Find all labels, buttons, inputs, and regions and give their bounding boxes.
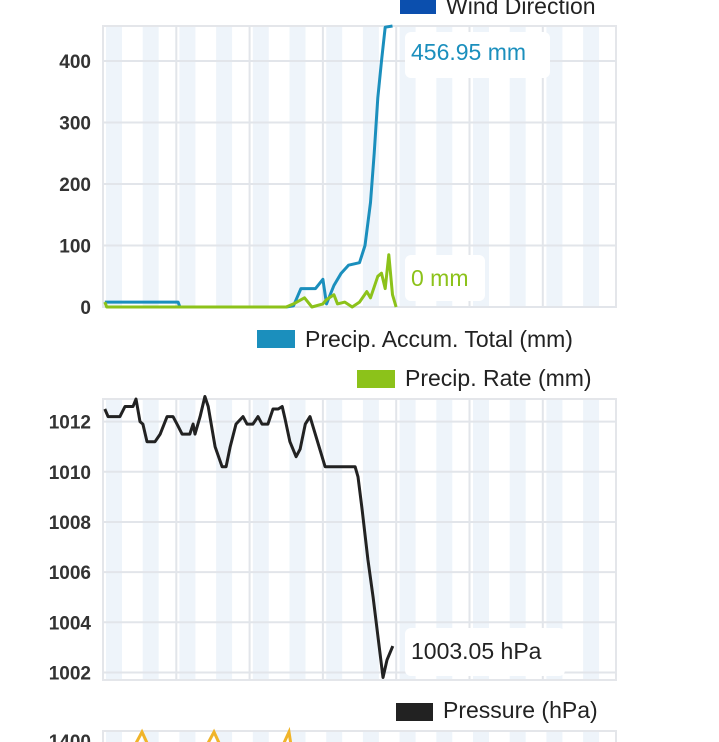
time-band [473,27,489,306]
time-band [326,732,343,742]
time-band [289,400,306,679]
time-band [216,732,233,742]
time-band [106,400,122,679]
y-tick-label: 1010 [49,463,91,484]
time-band [252,27,269,306]
rate-last-value: 0 mm [411,265,469,291]
legend-label-rate: Precip. Rate (mm) [405,365,592,391]
time-band [179,732,196,742]
time-band [252,732,269,742]
time-band [399,732,416,742]
time-band [179,27,196,306]
y-tick-label: 1004 [49,613,92,634]
time-band [436,732,453,742]
y-tick-label: 1006 [49,563,91,584]
time-band [509,732,526,742]
y-tick-label: 200 [59,175,91,196]
legend-swatch-accum [257,330,295,348]
time-band [546,27,563,306]
time-band [473,400,489,679]
time-band [142,732,159,742]
time-band [216,400,233,679]
legend-label-accum: Precip. Accum. Total (mm) [305,326,573,352]
value-label-box [405,255,485,301]
time-band [546,732,563,742]
series-line [282,726,293,742]
time-band [399,400,416,679]
time-band [362,732,379,742]
time-band [546,400,563,679]
time-band [509,27,526,306]
time-band [106,732,122,742]
time-band [142,400,159,679]
pressure-last-value: 1003.05 hPa [411,638,542,664]
legend-label-pressure: Pressure (hPa) [443,697,598,723]
time-band [289,732,306,742]
legend-label-wind-direction: Wind Direction [446,0,596,19]
y-tick-label: 1002 [49,663,91,684]
time-band [583,27,600,306]
series-line [103,395,395,679]
time-band [326,400,343,679]
series-line [134,728,149,742]
y-tick-label: 100 [59,237,91,258]
time-band [473,732,489,742]
y-tick-label: 1012 [49,413,91,434]
y-tick-label: 0 [80,298,91,319]
value-label-box [405,628,565,676]
time-band [142,27,159,306]
time-band [362,27,379,306]
series-line [206,728,221,742]
time-band [399,27,416,306]
time-band [326,27,343,306]
y-tick-label: 1008 [49,513,91,534]
time-band [179,400,196,679]
plot-area [102,730,617,742]
legend-swatch-rate [357,370,395,388]
series-line [103,253,398,309]
time-band [289,27,306,306]
legend-swatch-wind-direction [400,0,436,14]
accum-last-value: 456.95 mm [411,39,526,65]
time-band [509,400,526,679]
y-tick-label: 300 [59,114,91,135]
time-band [216,27,233,306]
time-band [583,732,600,742]
time-band [436,27,453,306]
value-label-box [405,32,550,78]
time-band [252,400,269,679]
time-band [583,400,600,679]
y-tick-label: 1400 [49,732,91,742]
y-tick-label: 400 [59,52,91,73]
legend-swatch-pressure [396,703,433,721]
time-band [436,400,453,679]
time-band [106,27,122,306]
